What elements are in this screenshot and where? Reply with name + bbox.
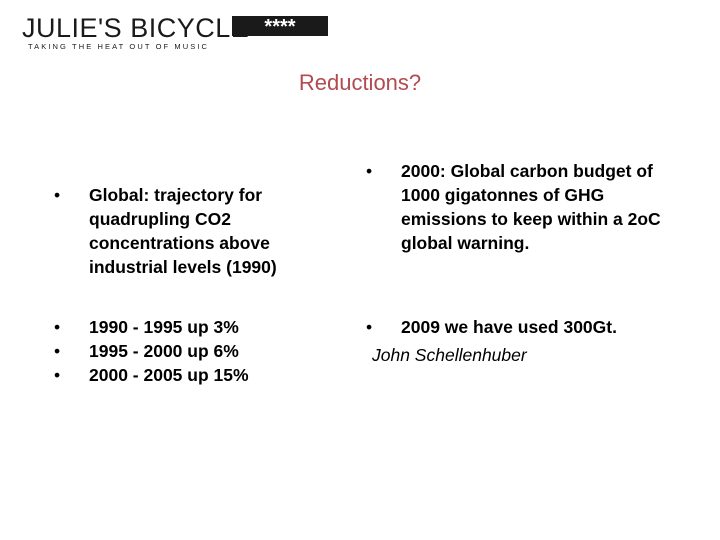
author-attribution: John Schellenhuber bbox=[372, 345, 527, 365]
bullet-dot: • bbox=[366, 161, 373, 181]
bullet-item: • Global: trajectory for quadrupling CO2 … bbox=[54, 183, 344, 279]
left-top-list: • Global: trajectory for quadrupling CO2 … bbox=[54, 183, 344, 279]
bullet-text: 2000: Global carbon budget of 1000 gigat… bbox=[401, 161, 661, 253]
bullet-item: • 1995 - 2000 up 6% bbox=[54, 339, 344, 363]
logo-tagline: TAKING THE HEAT OUT OF MUSIC bbox=[28, 42, 210, 51]
left-bottom-list: • 1990 - 1995 up 3% • 1995 - 2000 up 6% • 2… bbox=[54, 315, 344, 387]
bullet-text: Global: trajectory for quadrupling CO2 c… bbox=[89, 185, 277, 277]
logo-wordmark: JULIE'S BICYCLE bbox=[22, 13, 250, 43]
julies-bicycle-logo: JULIE'S BICYCLE **** TAKING THE HEAT OUT… bbox=[22, 13, 328, 54]
bullet-text: 1995 - 2000 up 6% bbox=[89, 341, 239, 361]
bullet-item: • 1990 - 1995 up 3% bbox=[54, 315, 344, 339]
logo-star-box: **** bbox=[232, 16, 328, 36]
bullet-dot: • bbox=[54, 185, 61, 205]
bullet-item: • 2000: Global carbon budget of 1000 giga… bbox=[366, 159, 666, 255]
bullet-text: 2009 we have used 300Gt. bbox=[401, 317, 617, 337]
bullet-item: • 2009 we have used 300Gt. bbox=[366, 315, 686, 339]
bullet-item: • 2000 - 2005 up 15% bbox=[54, 363, 344, 387]
slide-title: Reductions? bbox=[298, 70, 422, 95]
right-top-list: • 2000: Global carbon budget of 1000 giga… bbox=[366, 159, 666, 255]
bullet-text: 2000 - 2005 up 15% bbox=[89, 365, 249, 385]
logo-stars: **** bbox=[264, 16, 295, 36]
bullet-dot: • bbox=[54, 317, 61, 337]
bullet-dot: • bbox=[54, 365, 61, 385]
bullet-dot: • bbox=[366, 317, 373, 337]
bullet-dot: • bbox=[54, 341, 61, 361]
right-bottom-list: • 2009 we have used 300Gt. bbox=[366, 315, 686, 339]
bullet-text: 1990 - 1995 up 3% bbox=[89, 317, 239, 337]
